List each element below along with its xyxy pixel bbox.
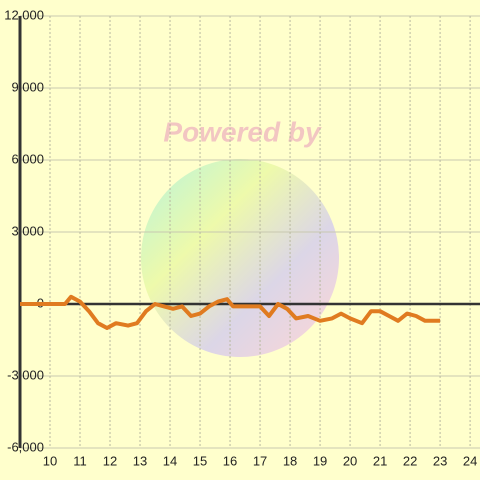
watermark-logo [141, 159, 339, 357]
x-tick-label: 18 [283, 453, 297, 468]
x-tick-label: 15 [193, 453, 207, 468]
y-tick-label: -3,000 [7, 367, 44, 382]
data-line [20, 294, 441, 330]
x-tick-label: 23 [433, 453, 447, 468]
y-tick-label: 12,000 [4, 7, 44, 22]
watermark: Powered by [163, 116, 322, 147]
x-tick-label: 17 [253, 453, 267, 468]
x-tick-label: 11 [73, 453, 87, 468]
x-tick-label: 21 [373, 453, 387, 468]
y-tick-label: 3,000 [11, 223, 44, 238]
y-tick-label: 6,000 [11, 151, 44, 166]
y-tick-label: 9,000 [11, 79, 44, 94]
x-tick-label: 14 [163, 453, 177, 468]
x-tick-label: 13 [133, 453, 147, 468]
x-tick-label: 20 [343, 453, 357, 468]
x-tick-label: 19 [313, 453, 327, 468]
x-tick-label: 16 [223, 453, 237, 468]
x-tick-label: 24 [463, 453, 477, 468]
x-tick-label: 22 [403, 453, 417, 468]
x-tick-label: 12 [103, 453, 117, 468]
y-tick-label: -6,000 [7, 439, 44, 454]
x-tick-label: 10 [43, 453, 57, 468]
